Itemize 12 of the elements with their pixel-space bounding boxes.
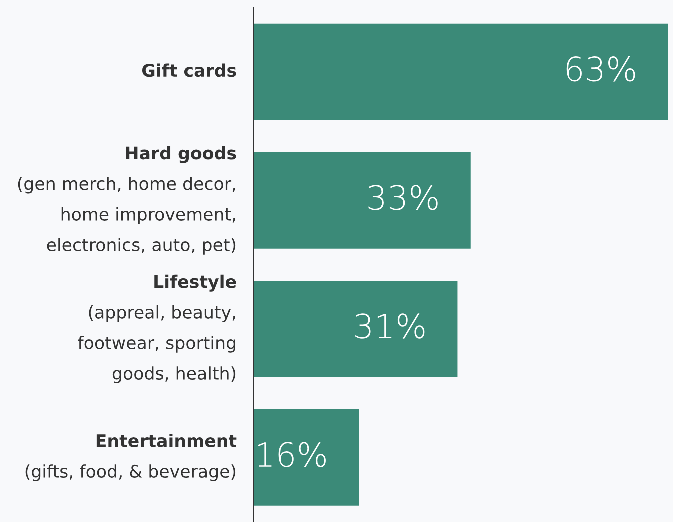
bar [254, 152, 471, 249]
y-tick-label: Hard goods (gen merch, home decor, home improvement, electronics, auto, pet) [18, 146, 236, 255]
data-label: 63% [566, 56, 636, 82]
data-label: 31% [356, 314, 425, 339]
data-label: 16% [258, 442, 326, 468]
y-tick-label: Gift cards [142, 64, 236, 78]
bar [254, 280, 458, 378]
data-label: 33% [368, 185, 438, 210]
bar [254, 24, 668, 120]
bar [254, 410, 360, 506]
y-tick-label: Entertainment (gifts, food, & beverage) [26, 434, 237, 482]
y-tick-label: Lifestyle (appreal, beauty, footwear, sporting goods, health) [78, 274, 236, 384]
